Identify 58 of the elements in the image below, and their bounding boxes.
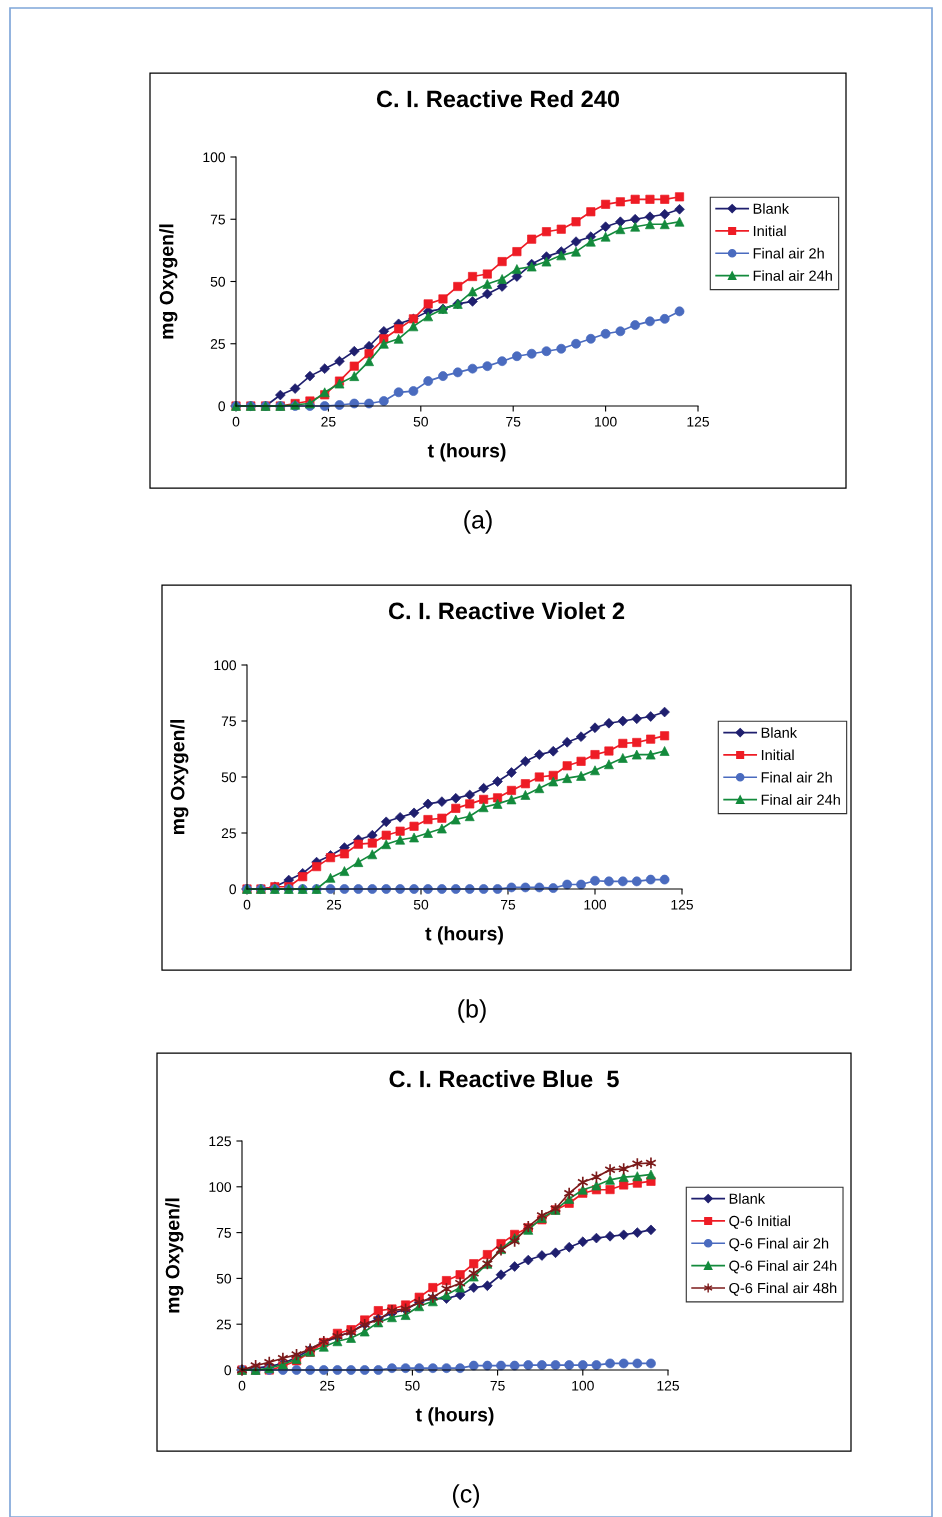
legend-label: Q-6 Initial — [729, 1215, 791, 1229]
y-tick-label: 50 — [221, 772, 237, 783]
x-tick-label: 100 — [584, 899, 607, 910]
legend-label: Blank — [729, 1193, 766, 1204]
legend-label: Initial — [753, 225, 786, 237]
x-tick-label: 25 — [326, 899, 342, 910]
legend-label: Initial — [761, 749, 794, 761]
x-axis-title: t (hours) — [425, 926, 503, 945]
legend-label: Final air 2h — [753, 247, 824, 259]
y-tick-label: 0 — [229, 884, 237, 895]
y-axis-title: mg Oxygen/l — [159, 224, 178, 339]
y-tick-label: 25 — [216, 1319, 231, 1330]
x-tick-label: 50 — [405, 1380, 420, 1391]
x-tick-label: 0 — [238, 1380, 246, 1391]
x-tick-label: 100 — [572, 1380, 594, 1391]
x-tick-label: 75 — [506, 416, 521, 427]
x-axis-title: t (hours) — [427, 443, 506, 462]
y-tick-label: 100 — [209, 1182, 232, 1192]
legend-label: Q-6 Final air 24h — [729, 1260, 837, 1274]
x-tick-label: 125 — [671, 899, 694, 910]
y-tick-label: 125 — [209, 1136, 231, 1147]
y-axis-title: mg Oxygen/l — [165, 1198, 184, 1313]
y-tick-label: 0 — [218, 401, 226, 412]
text: (a) — [464, 510, 492, 534]
y-tick-label: 25 — [221, 828, 236, 839]
y-tick-label: 50 — [210, 276, 226, 287]
x-tick-label: 0 — [243, 899, 251, 910]
y-tick-label: 0 — [224, 1365, 232, 1376]
text: (b) — [458, 999, 486, 1023]
x-tick-label: 25 — [321, 416, 336, 427]
legend-label: Final air 24h — [761, 794, 840, 805]
legend-label: Final air 2h — [761, 771, 832, 783]
chart-title: C. I. Reactive Blue 5 — [389, 1069, 619, 1088]
y-tick-label: 100 — [214, 660, 237, 671]
x-tick-label: 125 — [657, 1380, 680, 1391]
y-tick-label: 75 — [210, 214, 225, 225]
legend-label: Blank — [753, 203, 790, 214]
x-tick-label: 100 — [595, 416, 617, 427]
chart-title: C. I. Reactive Violet 2 — [388, 601, 625, 620]
x-tick-label: 125 — [687, 416, 710, 427]
y-axis-title: mg Oxygen/l — [170, 720, 189, 835]
y-tick-label: 50 — [216, 1273, 232, 1284]
text: (c) — [452, 1484, 480, 1508]
x-tick-label: 75 — [500, 899, 516, 910]
x-tick-label: 25 — [320, 1380, 335, 1391]
legend-label: Q-6 Final air 48h — [729, 1282, 837, 1296]
x-tick-label: 75 — [490, 1380, 505, 1391]
y-tick-label: 25 — [210, 339, 225, 349]
y-tick-label: 75 — [216, 1228, 231, 1238]
y-tick-label: 100 — [203, 152, 226, 163]
y-tick-label: 75 — [221, 716, 236, 727]
x-tick-label: 50 — [413, 899, 429, 910]
chart-title: C. I. Reactive Red 240 — [376, 90, 620, 108]
x-tick-label: 50 — [413, 416, 428, 427]
legend-label: Blank — [761, 727, 798, 738]
legend-label: Q-6 Final air 2h — [729, 1237, 829, 1252]
x-axis-title: t (hours) — [415, 1407, 494, 1426]
legend-label: Final air 24h — [753, 270, 832, 281]
